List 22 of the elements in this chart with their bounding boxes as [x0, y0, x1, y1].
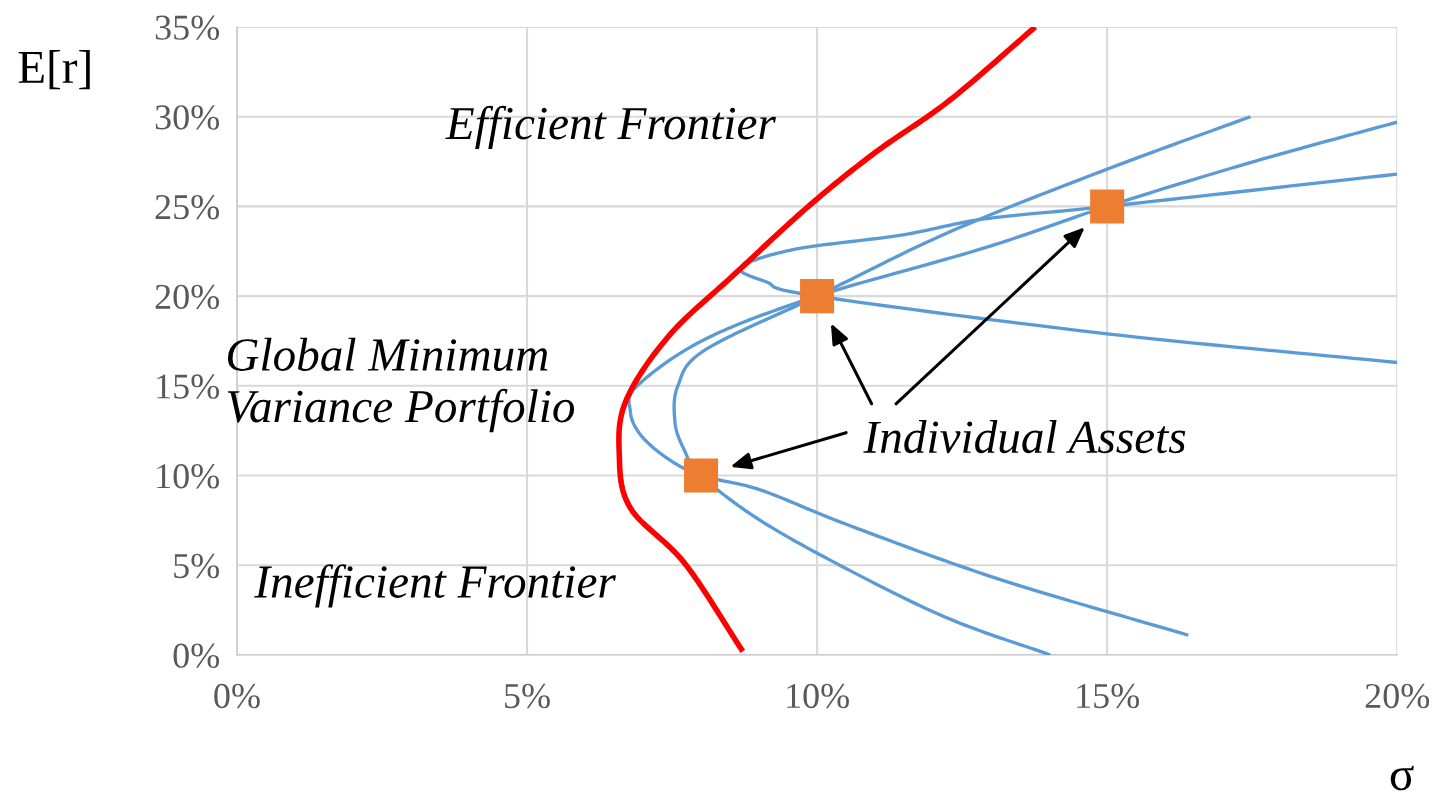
x-tick-label: 0% [214, 683, 260, 709]
y-tick-label: 10% [157, 464, 220, 489]
y-tick-label: 15% [157, 374, 220, 399]
point [800, 279, 835, 314]
y-tick-label: 30% [155, 105, 220, 130]
x-axis-title: σ [1390, 765, 1414, 791]
y-axis-title: E[r] [18, 50, 90, 90]
point [1090, 189, 1125, 224]
x-tick-label: 20% [1365, 683, 1430, 709]
y-tick-label: 25% [155, 194, 220, 220]
x-tick-label: 5% [505, 683, 550, 709]
annotation: Efficient Frontier [445, 105, 776, 150]
annotation: Inefficient Frontier [254, 564, 616, 608]
y-tick-label: 20% [155, 284, 220, 310]
annotation: Individual Assets [863, 420, 1186, 454]
y-tick-label: 35% [155, 15, 220, 40]
y-tick-label: 5% [174, 553, 220, 579]
x-tick-label: 10% [787, 683, 849, 709]
annotation: Global Minimum Variance Portfolio [227, 337, 575, 433]
y-tick-label: 0% [173, 643, 220, 668]
x-tick-label: 15% [1077, 683, 1140, 709]
point [684, 458, 719, 493]
